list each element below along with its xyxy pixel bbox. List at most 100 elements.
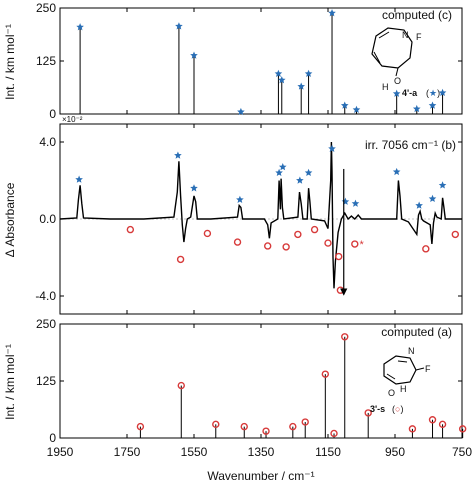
panel-bottom-circle-marker — [301, 418, 309, 426]
panel-middle-star-marker — [415, 201, 423, 209]
panel-bottom-circle-marker — [240, 422, 248, 431]
panel-top-star-marker — [428, 101, 437, 109]
panel-middle-circle-marker — [310, 225, 319, 234]
panel-bottom-circle-marker — [438, 420, 447, 429]
x-axis-label: Wavenumber / cm⁻¹ — [207, 469, 314, 483]
panel-bottom-circle-marker — [330, 429, 338, 438]
panel-middle-star-marker — [304, 168, 313, 177]
panel-middle-spectrum-line — [59, 141, 462, 289]
panel-middle-circle-marker — [294, 230, 302, 239]
panel-middle-star-marker — [75, 175, 83, 183]
panel-top-star-marker — [304, 69, 313, 77]
panel-middle-asterisk-label: * — [360, 239, 365, 251]
panel-bottom-circle-marker — [212, 420, 220, 429]
panel-top-star-marker — [340, 101, 349, 109]
panel-bottom-frame — [59, 323, 463, 439]
panel-middle-circle-marker — [422, 245, 430, 253]
panel-top-ylabel: Int. / km mol⁻¹ — [3, 24, 17, 100]
molecule-bottom-atom-n: N — [408, 346, 415, 356]
panel-bottom-plot: 0 125 250 — [36, 317, 467, 445]
panel-middle-star-marker — [275, 168, 283, 177]
panel-middle-multiplier: ×10⁻² — [62, 115, 83, 124]
panel-bottom-ytick-label: 125 — [36, 374, 56, 388]
panel-bottom-circle-marker — [341, 333, 349, 341]
panel-bottom-ytick-label: 250 — [36, 317, 56, 331]
panel-middle-star-marker — [236, 195, 244, 203]
panel-bottom-ytick-label: 0 — [49, 431, 56, 445]
panel-bottom-circle-marker — [364, 409, 372, 417]
x-tick-label: 1550 — [181, 445, 208, 459]
panel-middle-circle-marker — [233, 238, 242, 246]
panel-middle-star-marker — [174, 151, 182, 159]
panel-bottom-circle-marker — [177, 381, 185, 390]
panel-bottom-circle-marker — [408, 425, 417, 433]
panel-bottom-circle-marker — [136, 422, 145, 431]
panel-middle-ylabel: Δ Absorbance — [3, 182, 17, 257]
panel-top-star-marker — [412, 104, 421, 113]
molecule-bottom-atom-f: F — [425, 364, 431, 374]
panel-top-star-marker — [438, 88, 447, 97]
panel-middle-star-marker — [278, 163, 287, 171]
panel-middle-star-marker — [392, 167, 401, 176]
molecule-bottom-atom-o: O — [388, 388, 395, 398]
molecule-bottom-atom-h: H — [400, 384, 407, 394]
molecule-bottom-marker-label: (○) — [392, 404, 403, 414]
panel-top-star-marker — [190, 51, 198, 59]
panel-bottom-circle-marker — [428, 416, 437, 424]
panel-middle-circle-marker — [282, 243, 290, 251]
panel-middle-title: irr. 7056 cm⁻¹ (b) — [365, 138, 456, 152]
panel-top-plot: 0 125 250 — [36, 1, 463, 121]
x-tick-label: 1150 — [315, 445, 341, 459]
panel-bottom-circle-marker — [262, 427, 270, 435]
x-axis: 1950 1750 1550 1350 1150 950 750 — [47, 445, 473, 459]
panel-middle-ytick-label: 4.0 — [39, 135, 56, 149]
panel-middle-plot: -4.0 0.0 4.0 * — [35, 124, 463, 314]
panel-middle-circle-marker — [451, 230, 459, 239]
x-tick-label: 950 — [385, 445, 405, 459]
molecule-top: N F O H 4'-a (★) — [371, 27, 440, 98]
molecule-top-label: 4'-a — [402, 88, 418, 98]
panel-middle-star-marker — [438, 181, 447, 189]
panel-top-frame — [59, 7, 463, 115]
x-tick-label: 1950 — [47, 445, 74, 459]
panel-middle-circle-marker — [336, 286, 345, 294]
panel-top-star-marker — [297, 82, 305, 90]
panel-middle-ytick-label: -4.0 — [35, 289, 56, 303]
panel-middle-star-marker — [296, 176, 304, 184]
panel-top-ytick-label: 125 — [36, 54, 56, 68]
panel-top-star-marker — [237, 107, 245, 116]
molecule-bottom: N F O H 3'-s (○) — [370, 346, 431, 414]
panel-top-star-marker — [392, 89, 401, 97]
x-tick-label: 1750 — [114, 445, 141, 459]
panel-top-star-marker — [175, 22, 183, 30]
panel-middle-circle-marker — [335, 252, 343, 261]
panel-middle-star-marker — [341, 197, 350, 205]
molecule-top-marker-label: (★) — [426, 88, 440, 98]
molecule-top-ring — [371, 27, 413, 69]
x-tick-label: 1350 — [248, 445, 275, 459]
panel-middle-star-marker — [351, 199, 360, 207]
panel-bottom-circle-marker — [321, 370, 330, 378]
panel-middle-ytick-label: 0.0 — [39, 212, 56, 226]
panel-top-star-marker — [277, 76, 286, 84]
panel-middle-circle-marker — [264, 242, 272, 250]
panel-middle-circle-marker — [126, 225, 135, 234]
panel-top-star-marker — [76, 23, 84, 31]
molecule-top-atom-o: O — [394, 76, 401, 86]
panel-bottom-circle-marker — [289, 422, 297, 431]
panel-middle-circle-marker — [203, 229, 212, 238]
panel-middle-star-marker — [428, 194, 437, 203]
molecule-top-atom-f: F — [416, 32, 422, 42]
panel-middle-circle-marker — [176, 255, 185, 264]
panel-middle-star-marker — [190, 184, 198, 192]
panel-top-star-marker — [352, 105, 361, 113]
panel-top-star-marker — [328, 9, 336, 17]
molecule-bottom-bond — [386, 360, 408, 380]
panel-bottom-circle-marker — [458, 425, 467, 433]
molecule-bottom-f-bond — [415, 367, 425, 371]
molecule-top-atom-h: H — [382, 82, 389, 92]
panel-top-ytick-label: 0 — [49, 107, 56, 121]
panel-top-ytick-label: 250 — [36, 1, 56, 15]
panel-bottom-ylabel: Int. / km mol⁻¹ — [3, 344, 17, 420]
